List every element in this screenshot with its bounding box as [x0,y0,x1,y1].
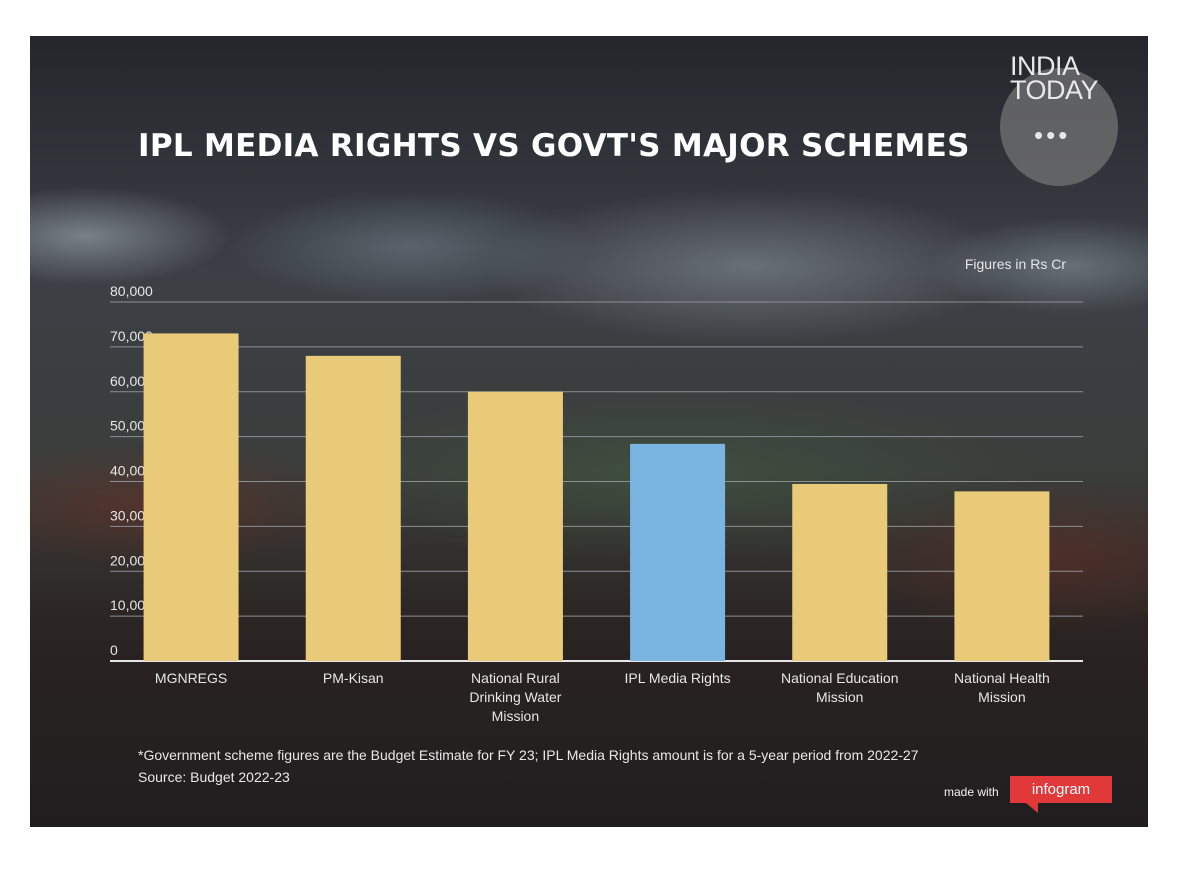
gridlines [110,301,1083,662]
y-tick-label: 50,000 [110,418,153,434]
x-tick-label: PM-Kisan [323,670,384,686]
bar [630,443,726,661]
chart-card: INDIA TODAY ••• IPL MEDIA RIGHTS VS GOVT… [30,36,1148,827]
y-tick-label: 80,000 [110,283,153,299]
infogram-logo[interactable]: infogram [1010,776,1112,803]
footnote-text: *Government scheme figures are the Budge… [138,747,919,763]
made-with-label: made with [944,785,999,799]
x-tick-label: National Rural Drinking Water Mission [469,670,561,724]
bar [792,483,888,661]
units-label: Figures in Rs Cr [964,256,1066,272]
india-today-logo: INDIA TODAY [1010,51,1130,105]
x-axis-labels: MGNREGS PM-Kisan National Rural Drinking Wa… [155,670,1050,724]
y-tick-label: 40,000 [110,463,153,479]
y-tick-label: 70,000 [110,328,153,344]
y-tick-label: 60,000 [110,373,153,389]
logo-line-2: TODAY [1010,75,1099,105]
source-text: Source: Budget 2022-23 [138,769,290,785]
y-tick-label: 20,000 [110,552,153,568]
bar-chart: 0 10,000 20,000 30,000 40,000 50,000 60,000 70,… [110,283,1083,724]
bar [143,333,239,661]
x-tick-label: National Education Mission [781,670,899,705]
footnote: *Government scheme figures are the Budge… [138,744,919,788]
bar [954,491,1050,661]
logo-line-1: INDIA [1010,51,1080,81]
y-tick-label: 0 [110,642,118,658]
infogram-logo-tail [1026,803,1038,813]
x-tick-label: IPL Media Rights [625,670,731,686]
bar [467,391,563,661]
bar [305,355,401,661]
y-tick-label: 30,000 [110,507,153,523]
x-tick-label: MGNREGS [155,670,227,686]
chart-title: IPL MEDIA RIGHTS VS GOVT'S MAJOR SCHEMES [138,128,970,164]
y-tick-label: 10,000 [110,597,153,613]
y-axis-ticks: 0 10,000 20,000 30,000 40,000 50,000 60,000 70,… [110,283,153,658]
bars [143,333,1050,661]
more-dots-icon[interactable]: ••• [1034,120,1071,150]
x-tick-label: National Health Mission [954,670,1050,705]
menu-button[interactable] [1000,68,1118,186]
